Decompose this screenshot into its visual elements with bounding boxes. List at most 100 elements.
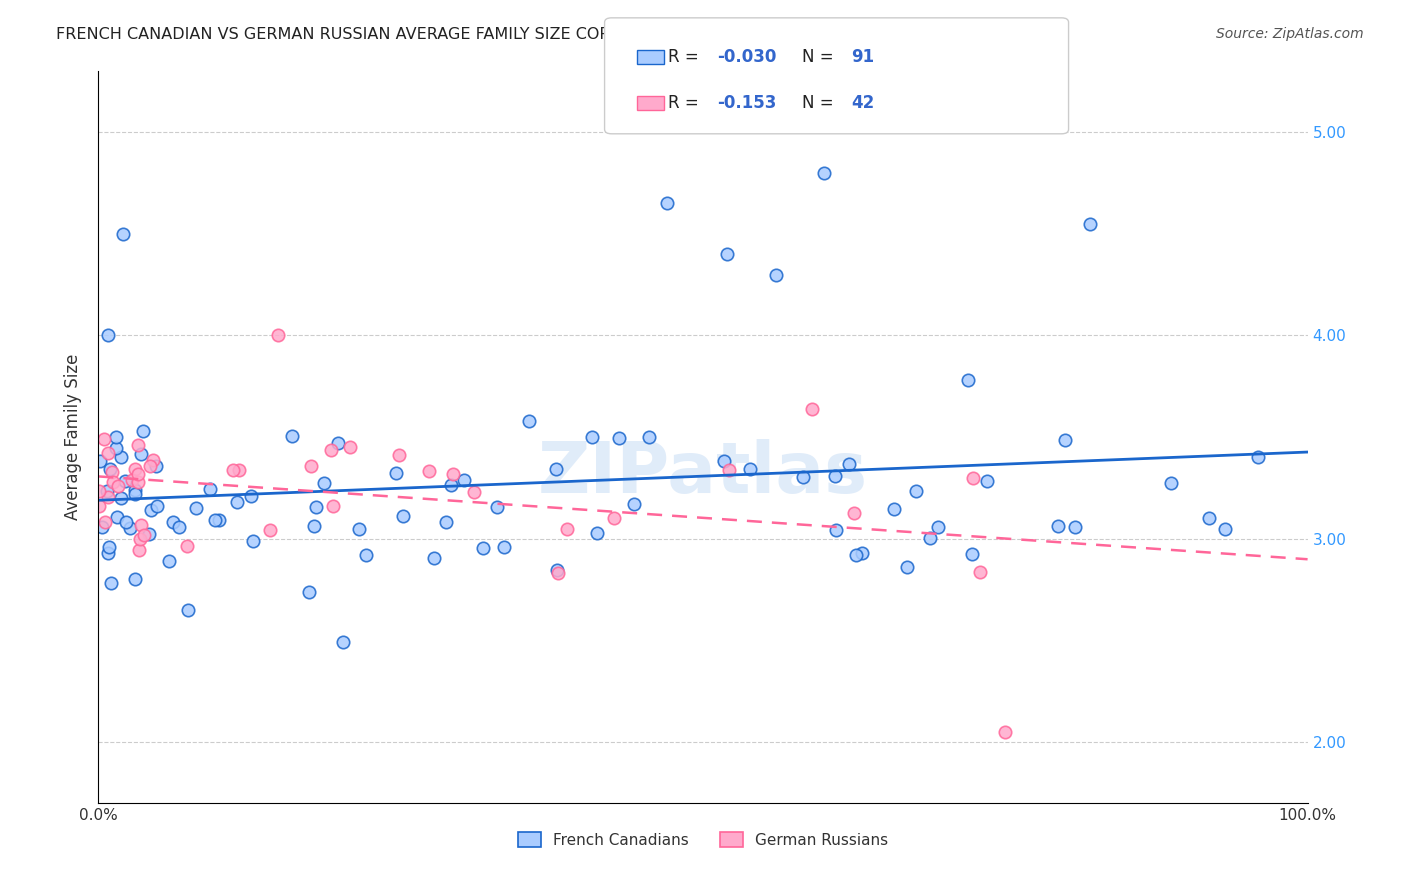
Point [976, 474, 998, 488]
Text: N =: N = [801, 94, 834, 112]
Point [472, 541, 495, 556]
Point [97, 328, 120, 343]
Point [87, 499, 110, 513]
Point [434, 515, 457, 529]
Point [121, 473, 143, 487]
Point [557, 522, 579, 536]
Point [98, 540, 121, 554]
Point [581, 430, 603, 444]
Point [392, 508, 415, 523]
Point [142, 453, 165, 467]
Point [90, 520, 112, 534]
Point [242, 533, 264, 548]
Point [184, 500, 207, 515]
Point [138, 527, 160, 541]
Point [228, 463, 250, 477]
Point [162, 515, 184, 529]
Point [105, 441, 128, 455]
Point [332, 635, 354, 649]
Point [547, 566, 569, 581]
Point [124, 483, 146, 497]
Point [132, 528, 155, 542]
Point [845, 548, 868, 562]
Point [129, 533, 152, 547]
Point [101, 466, 124, 480]
Point [127, 438, 149, 452]
Point [792, 470, 814, 484]
Point [127, 475, 149, 489]
Point [655, 196, 678, 211]
Point [208, 513, 231, 527]
Point [120, 521, 142, 535]
Point [98, 462, 121, 476]
Point [259, 523, 281, 537]
Point [441, 467, 464, 482]
Point [716, 247, 738, 261]
Point [326, 435, 349, 450]
Point [1046, 518, 1069, 533]
Point [517, 414, 540, 428]
Point [801, 401, 824, 416]
Point [177, 602, 200, 616]
Point [713, 454, 735, 468]
Point [97, 446, 120, 460]
Point [718, 463, 741, 477]
Point [281, 429, 304, 443]
Point [176, 539, 198, 553]
Point [824, 468, 846, 483]
Point [920, 531, 942, 545]
Text: -0.153: -0.153 [717, 94, 778, 112]
Point [486, 500, 509, 515]
Point [139, 459, 162, 474]
Point [297, 585, 319, 599]
Point [825, 523, 848, 537]
Point [128, 543, 150, 558]
Point [339, 440, 361, 454]
Point [896, 560, 918, 574]
Point [1063, 520, 1085, 534]
Point [453, 474, 475, 488]
Point [603, 511, 626, 525]
Point [114, 475, 136, 489]
Point [305, 500, 328, 514]
Point [97, 546, 120, 560]
Point [131, 517, 153, 532]
Point [607, 431, 630, 445]
Point [97, 490, 120, 504]
Point [100, 575, 122, 590]
Point [319, 442, 342, 457]
Text: Source: ZipAtlas.com: Source: ZipAtlas.com [1216, 27, 1364, 41]
Point [167, 520, 190, 534]
Point [139, 503, 162, 517]
Text: FRENCH CANADIAN VS GERMAN RUSSIAN AVERAGE FAMILY SIZE CORRELATION CHART: FRENCH CANADIAN VS GERMAN RUSSIAN AVERAG… [56, 27, 749, 42]
Point [969, 565, 991, 579]
Point [93, 516, 115, 530]
Text: R =: R = [668, 48, 699, 67]
Y-axis label: Average Family Size: Average Family Size [65, 354, 83, 520]
Point [157, 554, 180, 568]
Point [105, 430, 128, 444]
Point [127, 467, 149, 482]
Point [200, 483, 222, 497]
Point [927, 520, 949, 534]
Text: 42: 42 [851, 94, 875, 112]
Point [544, 461, 567, 475]
Text: N =: N = [801, 48, 834, 67]
Point [101, 475, 124, 489]
Point [838, 457, 860, 471]
Point [347, 522, 370, 536]
Point [354, 548, 377, 562]
Point [89, 454, 111, 468]
Point [304, 519, 326, 533]
Point [322, 499, 344, 513]
Point [299, 458, 322, 473]
Point [904, 484, 927, 499]
Point [145, 459, 167, 474]
Point [813, 166, 835, 180]
Point [1213, 522, 1236, 536]
Point [110, 491, 132, 505]
Text: 91: 91 [851, 48, 875, 67]
Point [87, 483, 110, 498]
Point [765, 268, 787, 282]
Point [851, 546, 873, 560]
